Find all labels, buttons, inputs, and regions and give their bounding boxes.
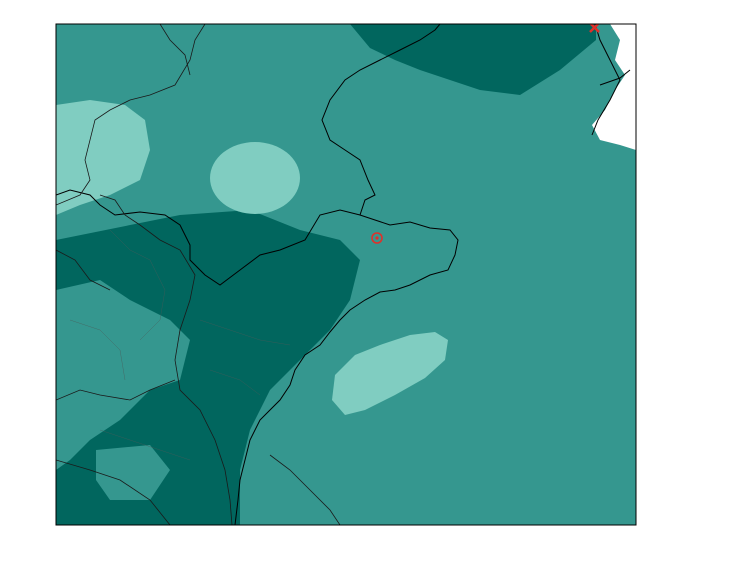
rh-band-90-100-north [350, 24, 596, 95]
rh-band-80-90-inner [56, 280, 190, 470]
home-marker [371, 232, 383, 244]
rh-band-70-80-east [332, 332, 448, 415]
rh-band-90-100-west [56, 210, 360, 525]
no-data-region [592, 24, 636, 150]
map-frame [55, 23, 637, 526]
province-borders [56, 24, 341, 525]
rh-band-80-90-inner-2 [96, 445, 170, 500]
coastlines [56, 24, 631, 525]
rh-band-70-80-center [210, 142, 300, 214]
minor-borders [69, 229, 291, 461]
map-plot-area [56, 24, 636, 525]
rh-band-70-80-west [56, 100, 150, 215]
